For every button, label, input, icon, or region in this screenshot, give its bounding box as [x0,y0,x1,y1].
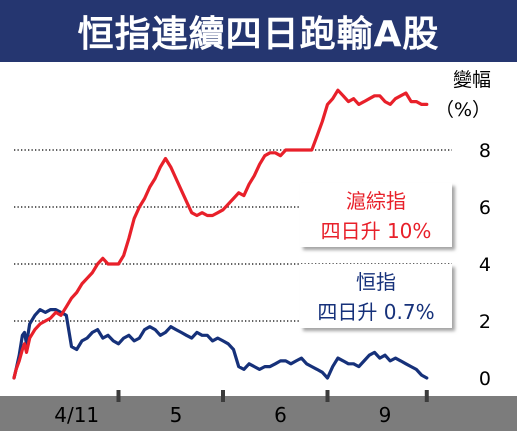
y-tick-label: 2 [479,311,491,333]
x-tick-label: 6 [274,403,287,427]
x-tick-mark [424,390,429,402]
annotation-shanghai-change: 四日升 10% [321,219,432,243]
x-tick-label: 4/11 [54,403,99,427]
y-tick-label: 0 [479,368,491,390]
series-line-shanghai [12,88,429,380]
series-layer [12,88,429,380]
x-axis: 4/11 5 6 9 [54,390,429,427]
line-chart: 4/11 5 6 9 0 2 4 6 8 變幅 （%） 滬綜指 四日升 10% 恒指 四日升 … [0,69,517,431]
series-line-hsi [12,308,429,380]
y-axis-label-line2: （%） [435,99,491,121]
x-tick-label: 9 [379,403,392,427]
annotation-shanghai-title: 滬綜指 [346,189,406,213]
annotation-box [300,264,452,328]
annotation-hsi-change: 四日升 0.7% [317,300,434,324]
x-tick-label: 5 [170,403,183,427]
annotation-shanghai [300,183,452,247]
x-tick-mark [325,390,330,402]
annotation-hsi [300,264,452,328]
x-axis-bar [0,396,517,431]
annotation-hsi-title: 恒指 [356,270,396,294]
annotation-box [300,183,452,247]
x-tick-mark [116,390,121,402]
y-tick-label: 6 [479,197,491,219]
y-axis: 0 2 4 6 8 [479,140,491,390]
y-axis-label-line1: 變幅 [453,69,491,91]
y-tick-label: 4 [479,254,491,276]
chart-title: 恒指連續四日跑輸A股 [0,0,517,62]
x-tick-mark [221,390,225,402]
y-tick-label: 8 [479,140,491,162]
